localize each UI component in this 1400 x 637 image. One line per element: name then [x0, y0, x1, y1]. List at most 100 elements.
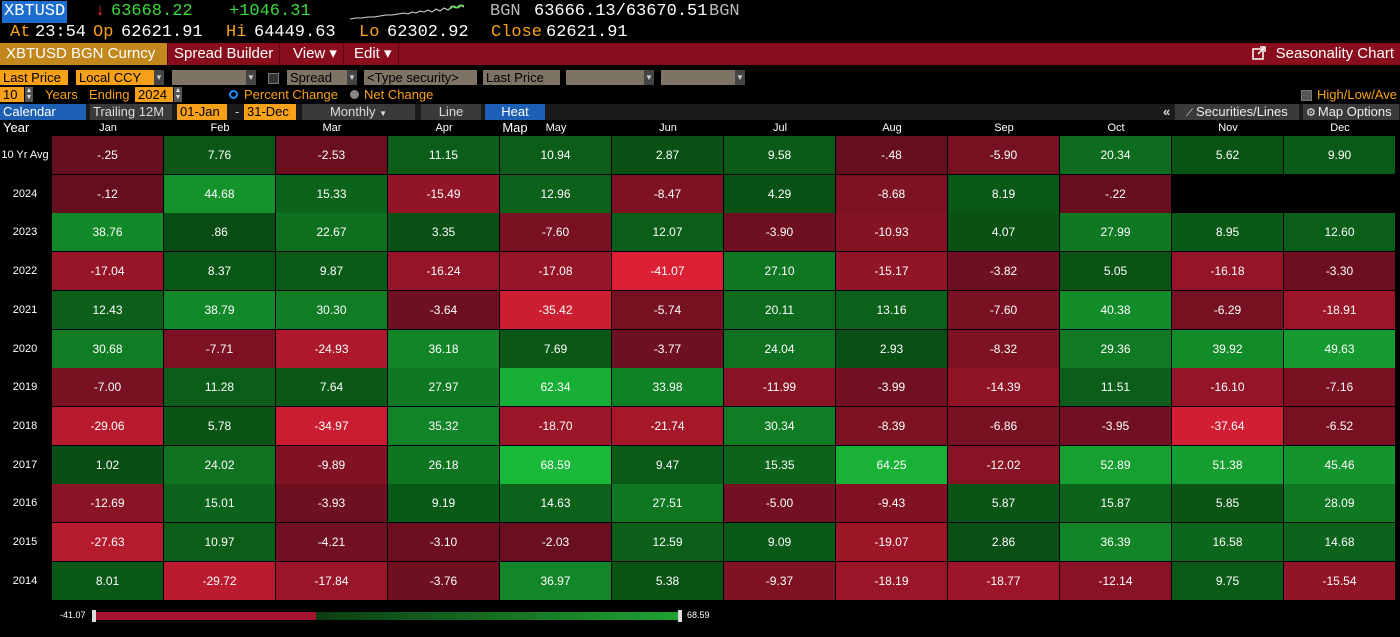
- spread-builder-menu[interactable]: Spread Builder: [168, 43, 281, 65]
- heat-map-cell[interactable]: 13.16: [836, 291, 947, 329]
- heat-map-cell[interactable]: -29.06: [52, 407, 163, 445]
- heat-map-cell[interactable]: -16.18: [1172, 252, 1283, 290]
- edit-menu[interactable]: Edit ▾: [348, 43, 399, 65]
- heat-map-cell[interactable]: -17.84: [276, 562, 387, 600]
- security-input[interactable]: <Type security>: [364, 70, 477, 85]
- heat-map-cell[interactable]: -5.90: [948, 136, 1059, 174]
- heat-map-cell[interactable]: 12.43: [52, 291, 163, 329]
- heat-map-cell[interactable]: 68.59: [500, 446, 611, 484]
- heat-map-cell[interactable]: -8.47: [612, 175, 723, 213]
- heat-map-cell[interactable]: 27.10: [724, 252, 835, 290]
- heat-map-cell[interactable]: 27.51: [612, 484, 723, 522]
- heat-map-cell[interactable]: -18.70: [500, 407, 611, 445]
- period-dropdown[interactable]: Monthly ▼: [302, 104, 415, 120]
- scale-max-handle[interactable]: [678, 610, 682, 622]
- heat-map-cell[interactable]: 8.37: [164, 252, 275, 290]
- heat-map-cell[interactable]: 40.38: [1060, 291, 1171, 329]
- heat-map-cell[interactable]: 64.25: [836, 446, 947, 484]
- ticker-symbol[interactable]: XBTUSD: [2, 1, 68, 23]
- heat-map-cell[interactable]: 11.51: [1060, 368, 1171, 406]
- heat-map-cell[interactable]: 2.87: [612, 136, 723, 174]
- high-low-checkbox[interactable]: [1301, 90, 1312, 101]
- heat-map-cell[interactable]: -14.39: [948, 368, 1059, 406]
- heat-map-cell[interactable]: 12.60: [1284, 213, 1395, 251]
- heat-map-cell[interactable]: -15.49: [388, 175, 499, 213]
- heat-map-cell[interactable]: -5.00: [724, 484, 835, 522]
- scale-min-handle[interactable]: [92, 610, 96, 622]
- heat-map-cell[interactable]: -17.04: [52, 252, 163, 290]
- heat-map-cell[interactable]: -21.74: [612, 407, 723, 445]
- heat-map-cell[interactable]: 39.92: [1172, 330, 1283, 368]
- heat-map-cell[interactable]: 7.64: [276, 368, 387, 406]
- heat-map-cell[interactable]: 11.28: [164, 368, 275, 406]
- heat-map-cell[interactable]: -24.93: [276, 330, 387, 368]
- heat-map-cell[interactable]: 5.85: [1172, 484, 1283, 522]
- heat-map-cell[interactable]: 27.99: [1060, 213, 1171, 251]
- heat-map-cell[interactable]: -9.43: [836, 484, 947, 522]
- price-field[interactable]: Last Price: [0, 70, 68, 85]
- heat-map-cell[interactable]: 12.59: [612, 523, 723, 561]
- spread-dropdown[interactable]: Spread ▼: [287, 70, 357, 85]
- heat-map-cell[interactable]: 30.34: [724, 407, 835, 445]
- heat-map-cell[interactable]: 5.05: [1060, 252, 1171, 290]
- heat-map-cell[interactable]: 8.95: [1172, 213, 1283, 251]
- heat-map-cell[interactable]: -3.82: [948, 252, 1059, 290]
- heat-map-cell[interactable]: -10.93: [836, 213, 947, 251]
- heat-map-cell[interactable]: 4.29: [724, 175, 835, 213]
- heat-map-cell[interactable]: -.48: [836, 136, 947, 174]
- map-options-button[interactable]: ⚙ Map Options: [1303, 104, 1399, 120]
- heat-map-cell[interactable]: -16.24: [388, 252, 499, 290]
- heat-map-cell[interactable]: 5.62: [1172, 136, 1283, 174]
- heat-map-cell[interactable]: -9.37: [724, 562, 835, 600]
- heat-map-cell[interactable]: -7.60: [500, 213, 611, 251]
- heat-map-cell[interactable]: 9.58: [724, 136, 835, 174]
- heat-map-cell[interactable]: 36.18: [388, 330, 499, 368]
- heat-map-cell[interactable]: 29.36: [1060, 330, 1171, 368]
- heat-map-cell[interactable]: 62.34: [500, 368, 611, 406]
- spread-checkbox[interactable]: [268, 73, 279, 84]
- ending-spinner-icon[interactable]: ▲ ▼: [174, 87, 182, 102]
- heat-map-cell[interactable]: 14.68: [1284, 523, 1395, 561]
- heat-map-cell[interactable]: -7.16: [1284, 368, 1395, 406]
- heat-map-cell[interactable]: -12.69: [52, 484, 163, 522]
- heat-map-cell[interactable]: -3.93: [276, 484, 387, 522]
- heat-map-cell[interactable]: 15.87: [1060, 484, 1171, 522]
- heat-map-cell[interactable]: 20.11: [724, 291, 835, 329]
- heat-map-cell[interactable]: 7.69: [500, 330, 611, 368]
- heat-map-cell[interactable]: -15.54: [1284, 562, 1395, 600]
- heat-map-cell[interactable]: 38.76: [52, 213, 163, 251]
- heat-map-cell[interactable]: -18.77: [948, 562, 1059, 600]
- heat-map-cell[interactable]: 1.02: [52, 446, 163, 484]
- heat-map-cell[interactable]: 44.68: [164, 175, 275, 213]
- heat-map-cell[interactable]: -6.52: [1284, 407, 1395, 445]
- security-field[interactable]: XBTUSD BGN Curncy: [0, 43, 168, 65]
- heat-map-cell[interactable]: -11.99: [724, 368, 835, 406]
- years-spinner-icon[interactable]: ▲ ▼: [25, 87, 33, 102]
- heat-map-cell[interactable]: -15.17: [836, 252, 947, 290]
- heat-map-cell[interactable]: -3.77: [612, 330, 723, 368]
- heat-map-cell[interactable]: -37.64: [1172, 407, 1283, 445]
- end-date-input[interactable]: 31-Dec: [244, 104, 296, 120]
- tab-calendar-year[interactable]: Calendar Year: [0, 104, 86, 135]
- heat-map-cell[interactable]: -3.64: [388, 291, 499, 329]
- heat-map-cell[interactable]: -16.10: [1172, 368, 1283, 406]
- heat-map-cell[interactable]: -7.60: [948, 291, 1059, 329]
- heat-map-cell[interactable]: 38.79: [164, 291, 275, 329]
- heat-map-cell[interactable]: -8.32: [948, 330, 1059, 368]
- heat-map-cell[interactable]: 10.94: [500, 136, 611, 174]
- heat-map-cell[interactable]: -5.74: [612, 291, 723, 329]
- heat-map-cell[interactable]: -3.90: [724, 213, 835, 251]
- collapse-icon[interactable]: «: [1163, 104, 1171, 119]
- heat-map-cell[interactable]: -7.00: [52, 368, 163, 406]
- heat-map-cell[interactable]: -29.72: [164, 562, 275, 600]
- heat-map-cell[interactable]: 9.47: [612, 446, 723, 484]
- heat-map-cell[interactable]: 24.04: [724, 330, 835, 368]
- heat-map-cell[interactable]: 2.86: [948, 523, 1059, 561]
- heat-map-cell[interactable]: -35.42: [500, 291, 611, 329]
- heat-map-cell[interactable]: 35.32: [388, 407, 499, 445]
- heat-map-cell[interactable]: -3.30: [1284, 252, 1395, 290]
- heat-map-cell[interactable]: 15.01: [164, 484, 275, 522]
- heat-map-cell[interactable]: -3.76: [388, 562, 499, 600]
- heat-map-cell[interactable]: -8.68: [836, 175, 947, 213]
- heat-map-cell[interactable]: 10.97: [164, 523, 275, 561]
